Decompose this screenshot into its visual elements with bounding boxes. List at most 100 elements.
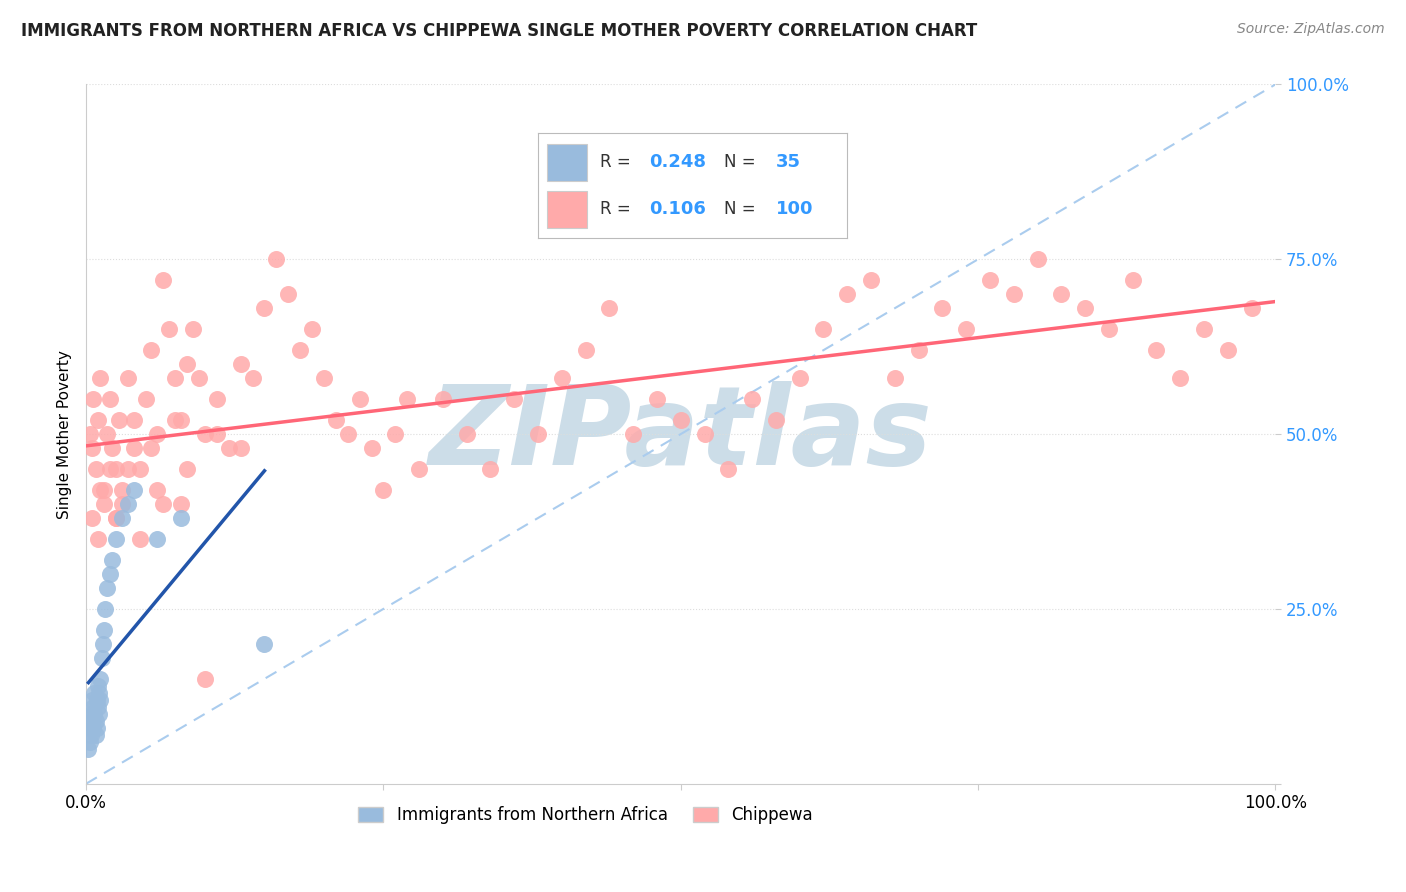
Point (205, 392, 228, 406)
Point (1192, 322, 1215, 336)
Point (527, 427, 550, 442)
Point (80, 714, 103, 728)
Point (931, 301, 953, 316)
Point (93, 623, 115, 637)
Point (111, 483, 134, 497)
Point (104, 511, 127, 525)
Point (89, 686, 111, 700)
Point (104, 532, 127, 546)
Point (693, 427, 716, 442)
Point (157, 322, 180, 336)
Point (907, 343, 929, 358)
Point (82, 721, 104, 735)
Point (170, 511, 193, 525)
Point (598, 301, 620, 316)
Legend: Immigrants from Northern Africa, Chippewa: Immigrants from Northern Africa, Chippew… (359, 806, 813, 824)
Point (80, 511, 103, 525)
Point (89, 693, 111, 707)
Point (77, 741, 100, 756)
Point (89, 672, 111, 686)
Point (1074, 301, 1097, 316)
Text: Source: ZipAtlas.com: Source: ZipAtlas.com (1237, 22, 1385, 37)
Point (117, 497, 139, 511)
Point (384, 427, 406, 442)
Point (79, 427, 101, 442)
Point (717, 462, 740, 476)
Point (141, 343, 163, 358)
Point (301, 322, 323, 336)
Point (84, 714, 107, 728)
Point (111, 511, 134, 525)
Point (194, 427, 217, 442)
Point (128, 532, 150, 546)
Point (79, 721, 101, 735)
Point (1050, 287, 1073, 301)
Point (89, 371, 111, 385)
Point (955, 322, 977, 336)
Point (135, 392, 157, 406)
Point (94, 602, 117, 616)
Point (979, 273, 1001, 287)
Point (79, 735, 101, 749)
Point (176, 357, 198, 371)
Point (188, 371, 211, 385)
Point (1216, 343, 1239, 358)
Point (87, 532, 110, 546)
Point (883, 371, 905, 385)
Point (117, 371, 139, 385)
Point (82, 392, 104, 406)
Point (503, 392, 526, 406)
Point (360, 441, 382, 455)
Point (765, 413, 787, 427)
Point (408, 462, 430, 476)
Point (813, 322, 835, 336)
Point (645, 392, 668, 406)
Point (104, 462, 127, 476)
Point (104, 511, 127, 525)
Point (101, 441, 124, 455)
Point (432, 392, 454, 406)
Point (80, 728, 103, 742)
Point (122, 413, 145, 427)
Point (1026, 252, 1049, 267)
Point (181, 322, 204, 336)
Point (1168, 371, 1191, 385)
Point (146, 427, 169, 442)
Point (87, 699, 110, 714)
Point (122, 483, 145, 497)
Point (165, 413, 187, 427)
Point (152, 273, 174, 287)
Point (266, 252, 288, 267)
Point (479, 462, 502, 476)
Point (1002, 287, 1025, 301)
Point (108, 413, 131, 427)
Point (165, 371, 187, 385)
Point (205, 427, 228, 442)
Point (93, 497, 115, 511)
Point (1098, 322, 1121, 336)
Point (98, 392, 121, 406)
Point (80, 706, 103, 721)
Point (128, 462, 150, 476)
Point (101, 553, 124, 567)
Point (96, 581, 118, 595)
Point (80, 441, 103, 455)
Point (141, 441, 163, 455)
Point (789, 371, 811, 385)
Point (396, 392, 419, 406)
Point (837, 287, 859, 301)
Point (98, 566, 121, 581)
Point (860, 273, 883, 287)
Point (86, 693, 108, 707)
Point (1146, 343, 1168, 358)
Point (111, 497, 134, 511)
Point (373, 483, 395, 497)
Point (80, 693, 103, 707)
Point (312, 371, 335, 385)
Point (253, 301, 276, 316)
Point (170, 497, 193, 511)
Point (89, 706, 111, 721)
Point (170, 413, 193, 427)
Point (91, 637, 114, 651)
Point (218, 441, 240, 455)
